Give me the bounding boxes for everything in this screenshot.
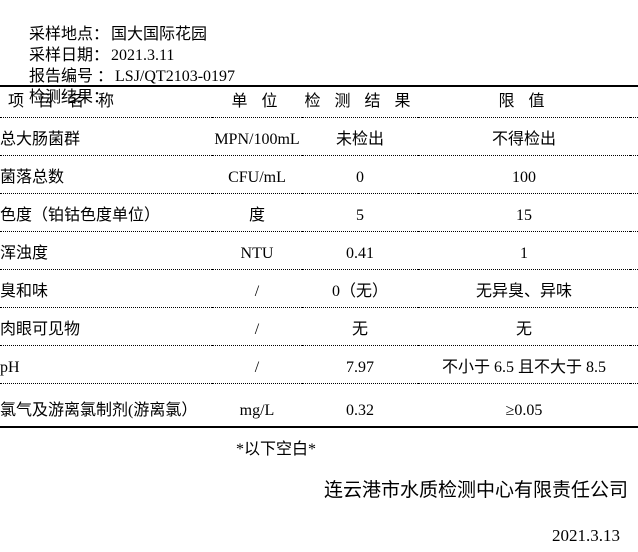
- unit-cell: MPN/100mL: [212, 117, 302, 156]
- item-name-cell: pH: [0, 345, 212, 384]
- results-table: 项 目 名 称 单 位 检 测 结 果 限 值 总大肠菌群 MPN/100mL …: [0, 87, 638, 428]
- unit-cell: CFU/mL: [212, 155, 302, 194]
- limit-cell: 不小于 6.5 且不大于 8.5: [418, 345, 630, 384]
- report-date: 2021.3.13: [552, 525, 620, 545]
- table-row: 氯气及游离氯制剂(游离氯） mg/L 0.32 ≥0.05: [0, 384, 638, 427]
- limit-cell: 100: [418, 155, 630, 194]
- report-number-value: LSJ/QT2103-0197: [115, 68, 236, 85]
- spacer-cell: [630, 117, 638, 156]
- result-cell: 0（无）: [302, 269, 418, 308]
- unit-cell: /: [212, 269, 302, 308]
- sampling-location-label: 采样地点：: [29, 26, 110, 43]
- blank-below-note: *以下空白*: [235, 440, 316, 458]
- item-name-cell: 色度（铂钴色度单位）: [0, 193, 212, 232]
- result-cell: 0: [302, 155, 418, 194]
- item-name-cell: 菌落总数: [0, 155, 212, 194]
- result-cell: 5: [302, 193, 418, 232]
- limit-cell: 无: [418, 307, 630, 346]
- item-name-cell: 浑浊度: [0, 231, 212, 270]
- unit-cell: mg/L: [239, 401, 275, 419]
- sampling-date-label: 采样日期：: [29, 47, 110, 64]
- info-line-report-number: 报告编号 ： LSJ/QT2103-0197: [5, 45, 638, 85]
- table-row: pH / 7.97 不小于 6.5 且不大于 8.5: [0, 345, 638, 384]
- table-header-row: 项 目 名 称 单 位 检 测 结 果 限 值: [0, 87, 638, 118]
- spacer-cell: [630, 384, 638, 427]
- spacer-cell: [630, 231, 638, 270]
- column-header-spacer: [630, 87, 638, 118]
- table-row: 色度（铂钴色度单位） 度 5 15: [0, 193, 638, 232]
- result-cell: 7.97: [302, 345, 418, 384]
- table-row: 臭和味 / 0（无） 无异臭、异味: [0, 269, 638, 308]
- result-cell: 未检出: [302, 117, 418, 156]
- spacer-cell: [630, 193, 638, 232]
- report-info-block: 采样地点： 国大国际花园 采样日期： 2021.3.11 报告编号 ： LSJ/QT2…: [0, 0, 638, 106]
- unit-cell: 度: [212, 193, 302, 232]
- limit-cell: 无异臭、异味: [418, 269, 630, 308]
- unit-cell: NTU: [212, 231, 302, 270]
- table-row: 肉眼可见物 / 无 无: [0, 307, 638, 346]
- info-line-sampling-location: 采样地点： 国大国际花园: [5, 3, 638, 43]
- column-header-result: 检 测 结 果: [302, 87, 418, 118]
- report-number-label: 报告编号 ：: [29, 68, 114, 85]
- sampling-date-value: 2021.3.11: [111, 47, 175, 64]
- spacer-cell: [630, 155, 638, 194]
- column-header-item-name: 项 目 名 称: [0, 87, 212, 118]
- result-cell: 无: [302, 307, 418, 346]
- item-name-cell: 总大肠菌群: [0, 117, 212, 156]
- column-header-limit: 限 值: [418, 87, 630, 118]
- table-row: 总大肠菌群 MPN/100mL 未检出 不得检出: [0, 117, 638, 156]
- unit-cell: /: [212, 307, 302, 346]
- company-name: 连云港市水质检测中心有限责任公司: [323, 479, 628, 501]
- result-cell: 0.32: [346, 401, 374, 419]
- unit-cell: /: [212, 345, 302, 384]
- column-header-unit: 单 位: [212, 87, 302, 118]
- limit-cell: 1: [418, 231, 630, 270]
- item-name-cell: 肉眼可见物: [0, 307, 212, 346]
- info-line-sampling-date: 采样日期： 2021.3.11: [5, 24, 638, 64]
- result-cell: 0.41: [302, 231, 418, 270]
- table-row: 浑浊度 NTU 0.41 1: [0, 231, 638, 270]
- item-name-cell: 氯气及游离氯制剂(游离氯）: [0, 401, 198, 419]
- spacer-cell: [630, 269, 638, 308]
- limit-cell: 15: [418, 193, 630, 232]
- item-name-cell: 臭和味: [0, 269, 212, 308]
- limit-cell: ≥0.05: [505, 401, 543, 419]
- sampling-location-value: 国大国际花园: [111, 26, 208, 43]
- spacer-cell: [630, 345, 638, 384]
- limit-cell: 不得检出: [418, 117, 630, 156]
- table-row: 菌落总数 CFU/mL 0 100: [0, 155, 638, 194]
- spacer-cell: [630, 307, 638, 346]
